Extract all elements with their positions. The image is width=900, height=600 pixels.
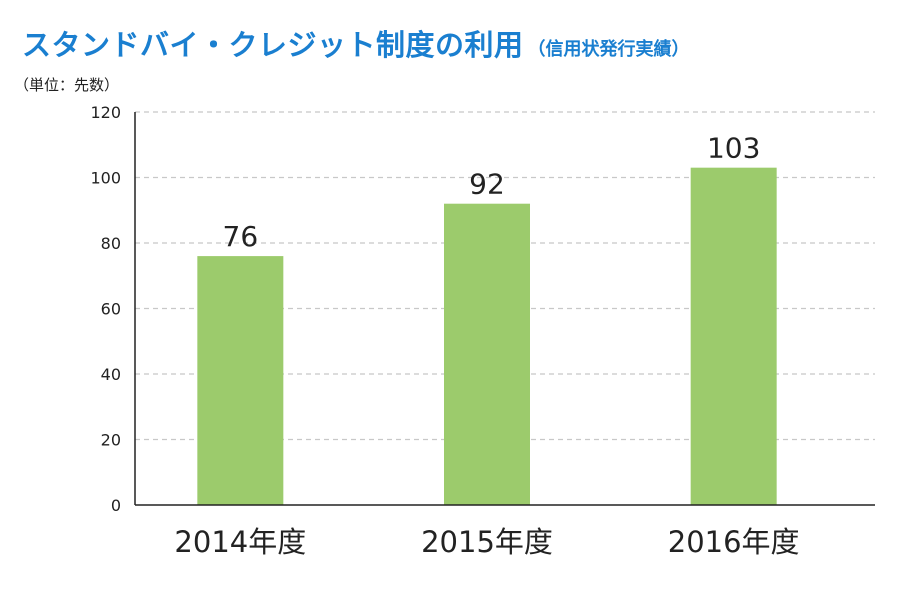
bar	[444, 203, 530, 505]
y-tick-label: 100	[90, 169, 121, 188]
axes	[134, 112, 875, 506]
y-tick-label: 20	[101, 431, 121, 450]
data-label: 76	[223, 220, 259, 253]
chart-subtitle: （信用状発行実績）	[527, 39, 690, 60]
x-tick-label: 2015年度	[421, 525, 553, 559]
y-tick-label: 40	[101, 365, 121, 384]
y-tick-label: 60	[101, 300, 121, 319]
bar	[690, 167, 777, 506]
labels: 0 20 40 60 80 100 120 76 2014年度 92 2015年度 103 2016年度	[90, 103, 799, 559]
y-tick-label: 120	[90, 103, 121, 122]
chart-title-main: スタンドバイ・クレジット制度の利用	[22, 28, 524, 62]
chart-title: スタンドバイ・クレジット制度の利用 （信用状発行実績）	[22, 22, 690, 64]
y-tick-label: 80	[101, 234, 121, 253]
data-label: 103	[707, 132, 760, 165]
bar	[197, 256, 284, 505]
bars	[197, 167, 777, 506]
data-label: 92	[469, 168, 505, 201]
unit-label: （単位：先数）	[14, 76, 120, 94]
x-tick-label: 2016年度	[668, 525, 800, 559]
y-tick-label: 0	[111, 496, 121, 515]
x-tick-label: 2014年度	[174, 525, 306, 559]
